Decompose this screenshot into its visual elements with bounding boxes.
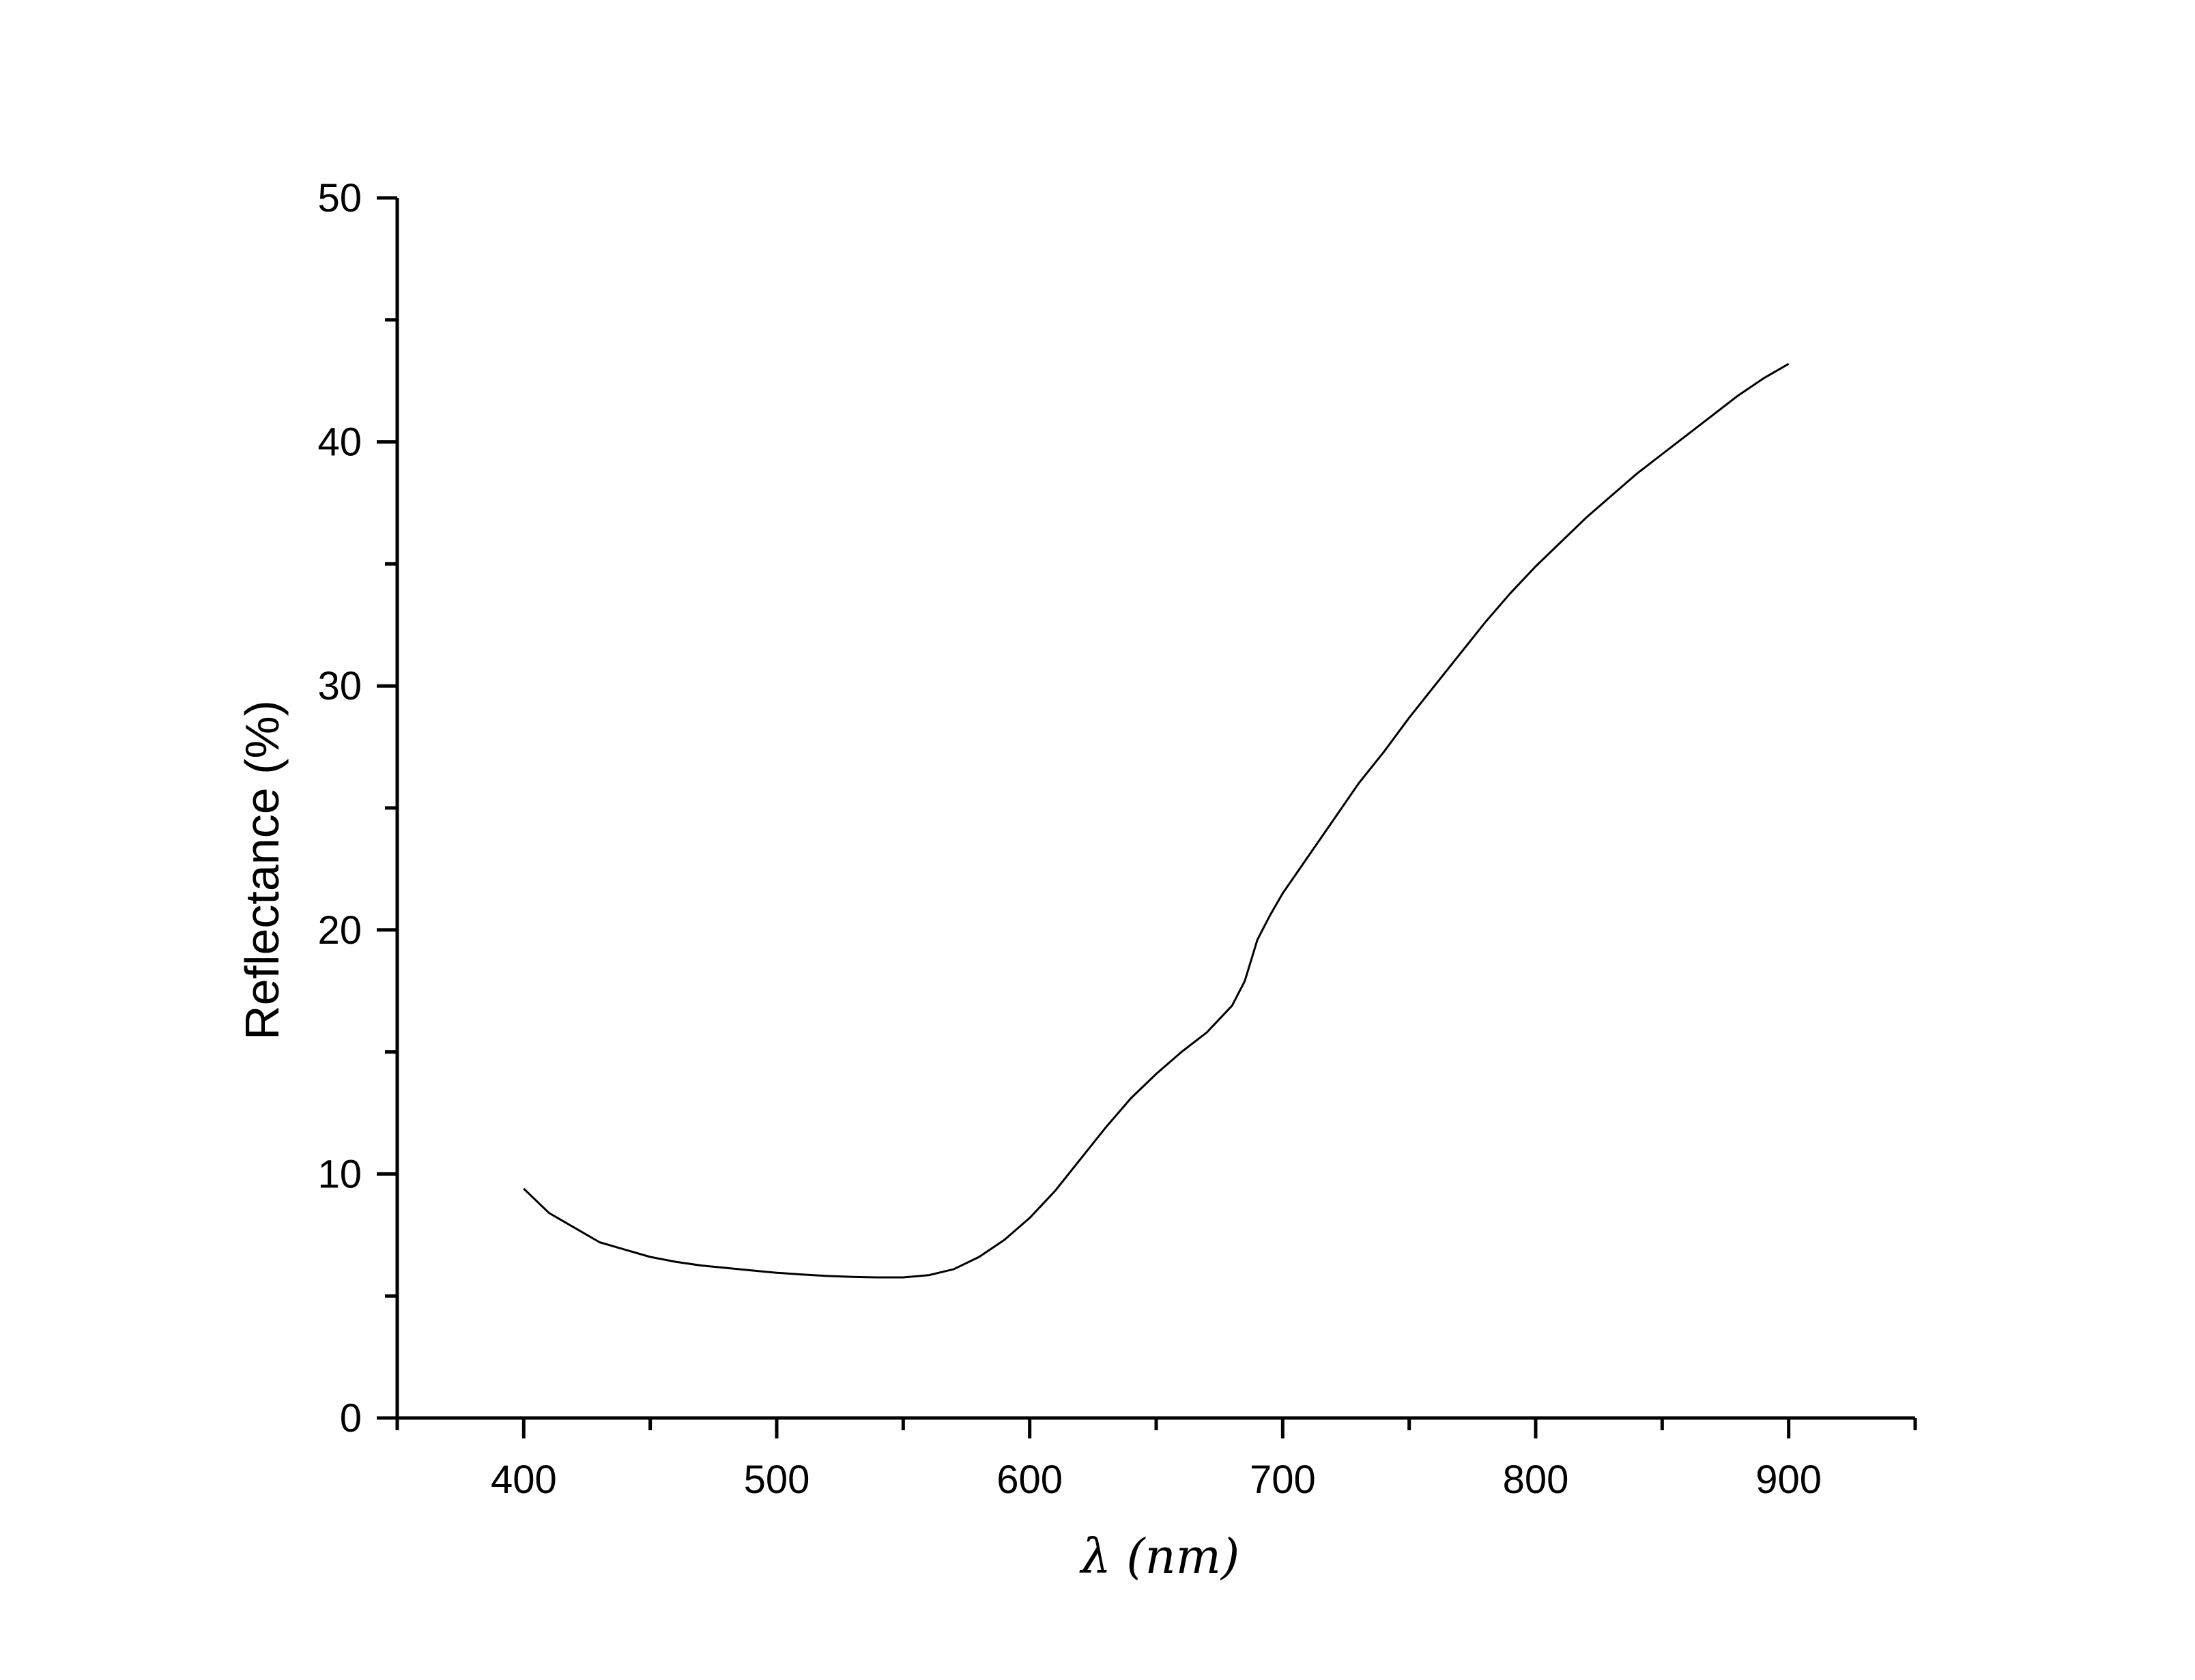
- y-tick-label: 20: [317, 908, 362, 953]
- x-tick-label: 600: [996, 1458, 1063, 1502]
- y-tick-label: 0: [340, 1396, 362, 1440]
- series-layer: [523, 362, 1790, 1279]
- x-tick-label: 400: [491, 1458, 557, 1502]
- y-tick-label: 10: [317, 1152, 362, 1196]
- ticks: [377, 196, 1917, 1438]
- axes: [395, 198, 1915, 1420]
- x-axis-title-text: λ (nm): [1079, 1529, 1240, 1584]
- y-axis-title: Reflectance (%): [235, 700, 289, 1040]
- x-axis-title: λ (nm): [1079, 1529, 1240, 1584]
- tick-labels: 400 500 600 700 800 900 0 10 20 30 40 50: [317, 176, 1822, 1502]
- y-tick-label: 50: [317, 176, 362, 220]
- series-line-0: [523, 362, 1790, 1279]
- x-tick-label: 800: [1503, 1458, 1569, 1502]
- y-tick-label: 30: [317, 664, 362, 708]
- x-tick-label: 500: [744, 1458, 810, 1502]
- y-tick-label: 40: [317, 420, 362, 465]
- x-tick-label: 900: [1755, 1458, 1822, 1502]
- x-tick-label: 700: [1250, 1458, 1316, 1502]
